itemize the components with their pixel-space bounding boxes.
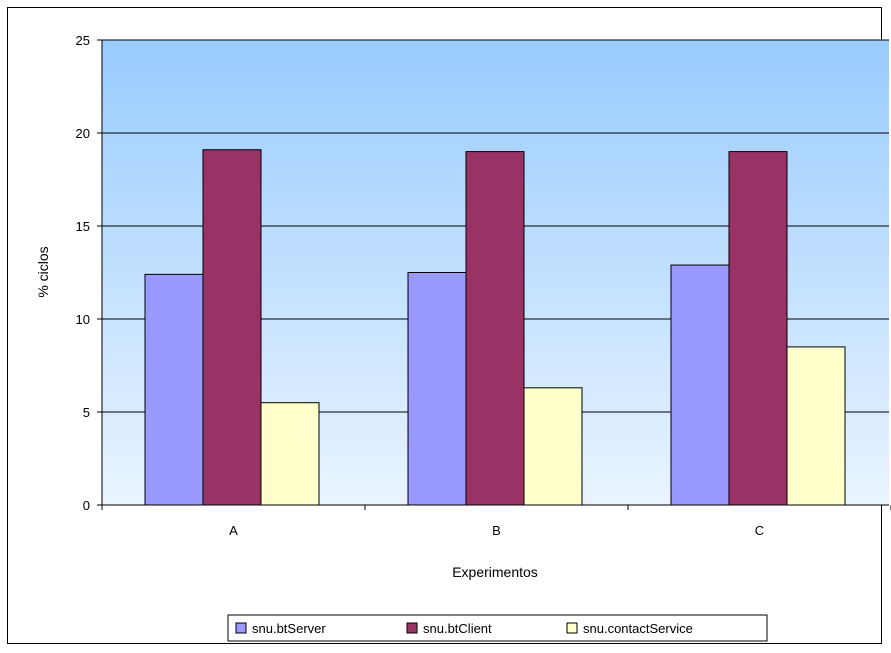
bars [144,149,846,506]
y-tick-label: 5 [83,405,90,420]
bar-snu.btServer-A [144,273,204,506]
x-tick-label: B [492,523,501,538]
bar-snu.btServer-C [670,264,730,506]
legend-label-snu.btServer: snu.btServer [252,621,326,636]
bar-snu.btServer-B [407,272,467,506]
legend-swatch-snu.btServer [235,622,247,634]
x-tick-labels: A B C [229,523,764,538]
bar-snu.contactService-A [260,402,320,506]
y-tick-label: 0 [83,498,90,513]
axes [97,39,891,510]
bar-snu.btClient-A [202,149,262,506]
legend-label-snu.contactService: snu.contactService [583,621,693,636]
x-tick-label: C [755,523,764,538]
y-tick-labels: 0 5 10 15 20 25 [76,33,90,513]
legend-label-snu.btClient: snu.btClient [423,621,492,636]
legend-swatch-snu.btClient [406,622,418,634]
y-axis-title: % ciclos [35,246,51,297]
bar-snu.contactService-C [786,346,846,506]
bar-snu.btClient-C [728,151,788,506]
y-tick-label: 20 [76,126,90,141]
bar-snu.contactService-B [523,387,583,506]
bar-snu.btClient-B [465,151,525,506]
legend-box [227,614,768,642]
legend-swatch-snu.contactService [566,622,578,634]
x-axis-title: Experimentos [452,564,538,580]
y-tick-label: 25 [76,33,90,48]
legend-items: snu.btServer snu.btClient snu.contactServi… [235,621,693,636]
legend: snu.btServer snu.btClient snu.contactServi… [227,614,768,642]
x-tick-label: A [229,523,238,538]
y-tick-label: 15 [76,219,90,234]
y-tick-label: 10 [76,312,90,327]
